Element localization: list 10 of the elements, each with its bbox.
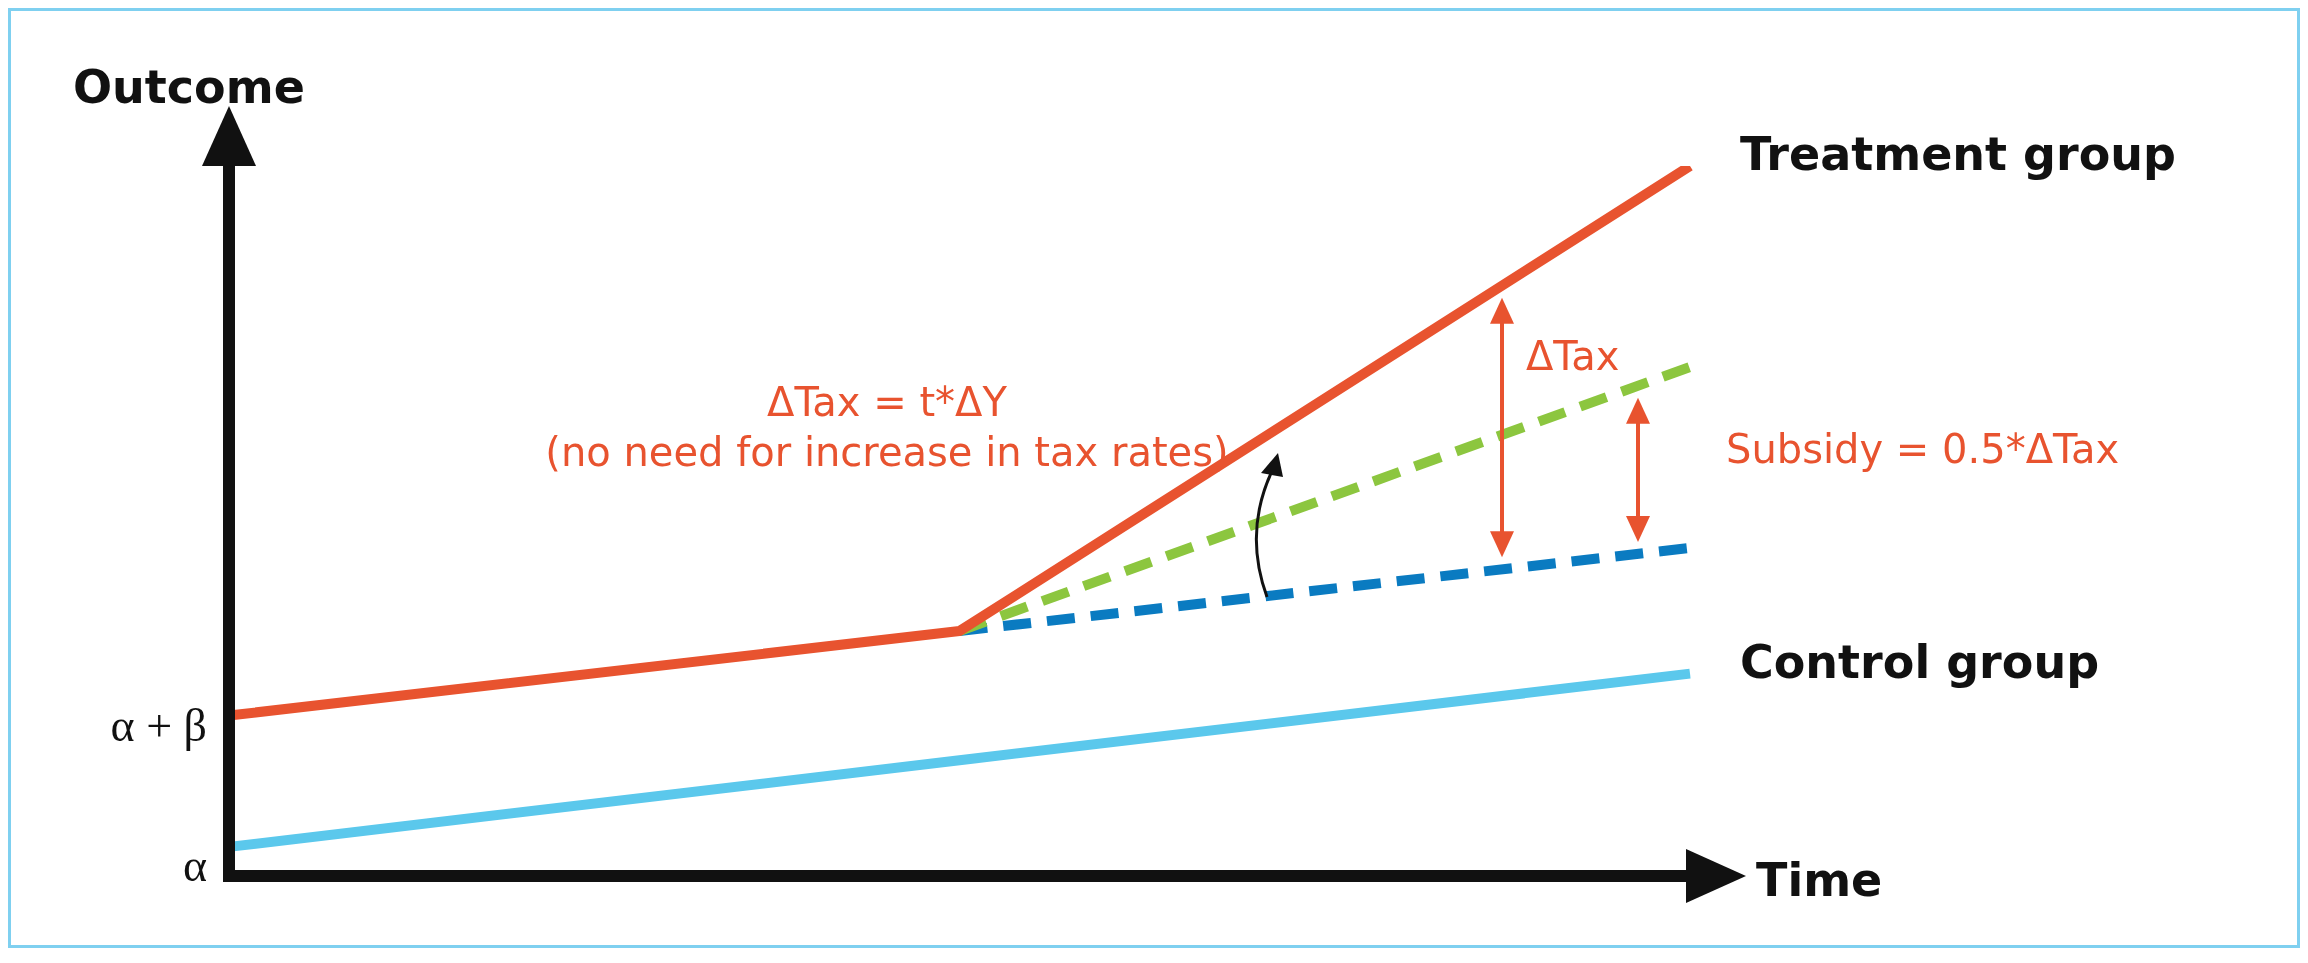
annotation: ΔTax [1526, 333, 1620, 380]
series-label: Control group [1740, 634, 2100, 689]
x-axis-title: Time [1756, 852, 1883, 907]
series-label: Treatment group [1740, 126, 2177, 181]
text: α [182, 840, 207, 892]
annotation: ΔTax = t*ΔY [767, 379, 1008, 426]
text: Subsidy = 0.5*ΔTax [1726, 426, 2120, 473]
y-axis-title: Outcome [73, 59, 305, 114]
annotation: (no need for increase in tax rates) [545, 429, 1229, 476]
text: α + β [110, 700, 207, 752]
